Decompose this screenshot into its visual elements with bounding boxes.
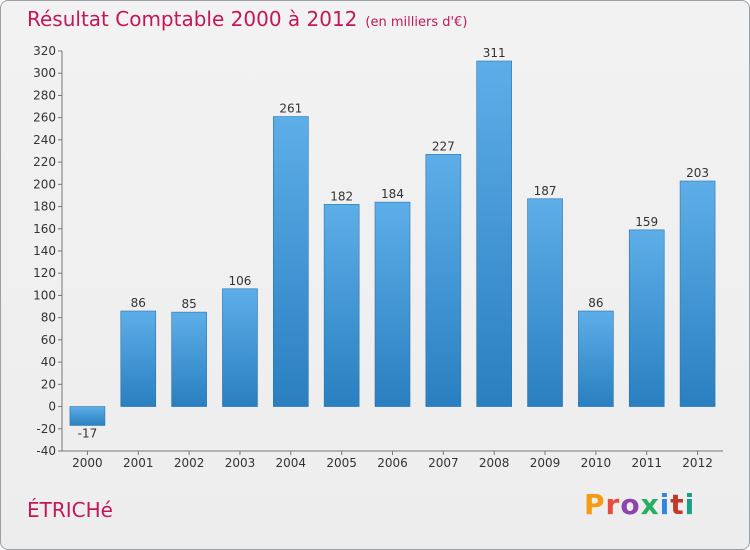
x-tick-label: 2001 bbox=[123, 456, 154, 470]
y-axis: -40 -20 0 20 40 60 80 100 120 140 160 180 200 220 240 2… bbox=[33, 44, 63, 458]
logo-letter: r bbox=[605, 488, 621, 521]
bar-2008 bbox=[476, 60, 512, 407]
bar-2010 bbox=[578, 310, 614, 407]
y-tick-label: 140 bbox=[33, 244, 56, 258]
y-tick-label: 220 bbox=[33, 155, 56, 169]
x-tick-label: 2008 bbox=[479, 456, 510, 470]
y-tick-label: 120 bbox=[33, 266, 56, 280]
chart-title: Résultat Comptable 2000 à 2012 (en millie… bbox=[27, 7, 467, 31]
x-axis: 2000 2001 2002 2003 2004 2005 2006 2007 2008 2009… bbox=[62, 450, 723, 470]
data-label-2002: 85 bbox=[181, 297, 196, 311]
bar-2005 bbox=[323, 204, 360, 407]
x-tick-label: 2003 bbox=[225, 456, 256, 470]
bar-2007 bbox=[425, 154, 462, 407]
x-tick-label: 2012 bbox=[682, 456, 713, 470]
data-label-2006: 184 bbox=[381, 187, 404, 201]
logo-letter: o bbox=[620, 488, 641, 521]
chart-title-text: Résultat Comptable 2000 à 2012 bbox=[27, 7, 358, 31]
data-label-2001: 86 bbox=[131, 296, 146, 310]
y-tick-label: 60 bbox=[41, 333, 56, 347]
data-label-2009: 187 bbox=[534, 184, 557, 198]
logo-letter: t bbox=[670, 488, 685, 521]
x-tick-label: 2002 bbox=[174, 456, 205, 470]
y-tick-label: 40 bbox=[41, 355, 56, 369]
x-tick-label: 2011 bbox=[631, 456, 662, 470]
data-labels: -17 86 85 106 261 182 184 227 311 187 86 159 203 bbox=[78, 46, 709, 440]
y-tick-label: 280 bbox=[33, 88, 56, 102]
data-label-2000: -17 bbox=[78, 426, 98, 440]
y-tick-label: 300 bbox=[33, 66, 56, 80]
y-tick-label: 200 bbox=[33, 177, 56, 191]
proxiti-logo: Proxiti bbox=[584, 488, 695, 521]
logo-letter: i bbox=[659, 488, 671, 521]
data-label-2011: 159 bbox=[635, 215, 658, 229]
y-tick-label: -40 bbox=[36, 444, 56, 458]
data-label-2010: 86 bbox=[588, 296, 603, 310]
x-tick-label: 2005 bbox=[326, 456, 357, 470]
x-tick-label: 2000 bbox=[72, 456, 103, 470]
bar-2001 bbox=[120, 310, 157, 407]
x-tick-label: 2007 bbox=[428, 456, 459, 470]
bar-2011 bbox=[628, 229, 665, 407]
bar-2003 bbox=[222, 288, 258, 407]
y-tick-label: 80 bbox=[41, 311, 56, 325]
y-tick-label: 320 bbox=[33, 44, 56, 58]
bar-2004 bbox=[273, 116, 309, 407]
logo-letter: i bbox=[684, 488, 696, 521]
y-tick-label: 260 bbox=[33, 111, 56, 125]
y-tick-label: -20 bbox=[36, 422, 56, 436]
y-tick-label: 160 bbox=[33, 222, 56, 236]
x-tick-label: 2009 bbox=[530, 456, 561, 470]
y-tick-label: 240 bbox=[33, 133, 56, 147]
place-name: ÉTRICHé bbox=[27, 498, 113, 522]
data-label-2012: 203 bbox=[686, 166, 709, 180]
data-label-2004: 261 bbox=[279, 102, 302, 116]
x-tick-label: 2010 bbox=[581, 456, 612, 470]
bar-2006 bbox=[374, 201, 411, 407]
y-tick-label: 100 bbox=[33, 288, 56, 302]
bar-2000 bbox=[69, 406, 106, 426]
data-label-2003: 106 bbox=[229, 274, 252, 288]
bar-2009 bbox=[527, 198, 563, 407]
data-label-2005: 182 bbox=[330, 189, 353, 203]
y-tick-label: 20 bbox=[41, 377, 56, 391]
data-label-2008: 311 bbox=[483, 46, 506, 60]
x-tick-label: 2004 bbox=[276, 456, 307, 470]
data-label-2007: 227 bbox=[432, 139, 455, 153]
logo-letter: x bbox=[640, 488, 660, 521]
bar-2002 bbox=[171, 311, 207, 407]
y-tick-label: 0 bbox=[48, 400, 56, 414]
logo-letter: P bbox=[584, 488, 606, 521]
chart-subtitle: (en milliers d'€) bbox=[365, 15, 468, 30]
bar-2012 bbox=[679, 180, 716, 407]
y-tick-label: 180 bbox=[33, 200, 56, 214]
bars bbox=[69, 60, 716, 426]
x-tick-label: 2006 bbox=[377, 456, 408, 470]
